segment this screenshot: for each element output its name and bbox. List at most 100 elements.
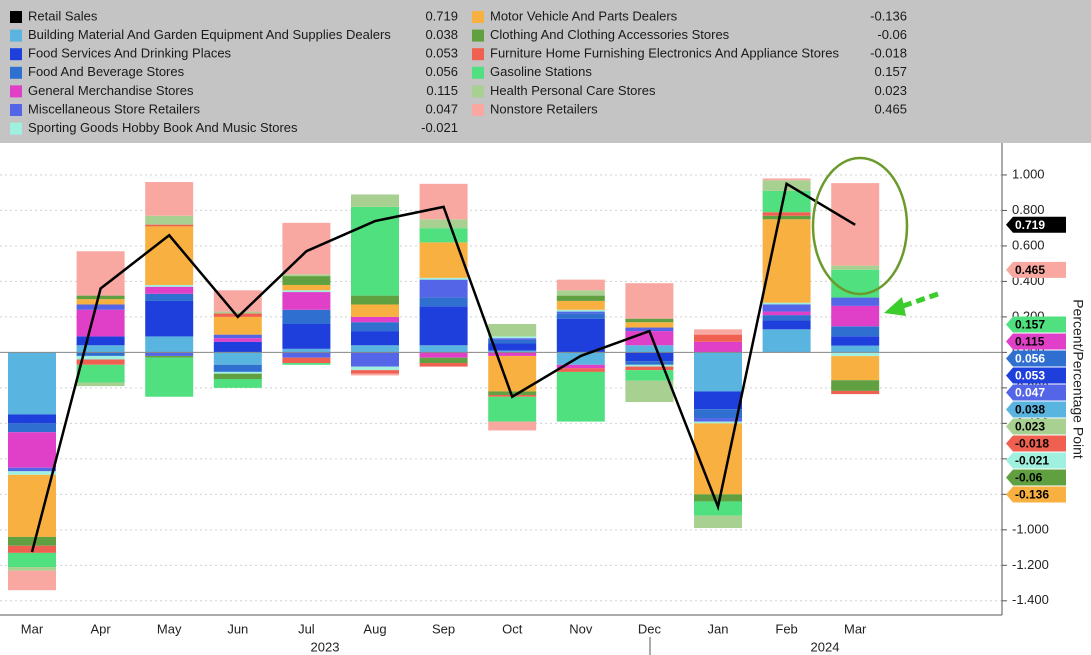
bar-segment — [145, 224, 194, 227]
value-tag-label: 0.719 — [1015, 218, 1045, 232]
bar-segment — [282, 348, 331, 353]
value-tag-label: -0.06 — [1015, 471, 1043, 485]
bar-segment — [556, 311, 605, 314]
bar-segment — [282, 276, 331, 285]
bar-segment — [145, 182, 194, 216]
bar-segment — [625, 322, 674, 328]
bar-segment — [351, 331, 399, 346]
legend-swatch — [10, 104, 22, 116]
bar-segment — [556, 295, 605, 301]
legend-swatch — [10, 66, 22, 79]
bar-segment — [213, 373, 262, 379]
bar-segment — [419, 345, 468, 353]
y-tick-label: -1.000 — [1012, 521, 1049, 536]
bar-segment — [282, 274, 331, 277]
bar-segment — [419, 183, 468, 220]
bar-segment — [76, 355, 125, 360]
bar-segment — [8, 414, 56, 424]
bar-segment — [556, 364, 605, 369]
bar-segment — [556, 309, 605, 312]
bar-segment — [145, 284, 194, 287]
arrow-head — [884, 297, 906, 316]
value-tag-label: -0.021 — [1015, 454, 1049, 468]
legend-swatch — [10, 48, 22, 61]
bar-segment — [76, 352, 125, 356]
bar-segment — [694, 494, 742, 502]
x-tick-label: May — [157, 621, 182, 636]
bar-segment — [488, 343, 537, 351]
bar-segment — [76, 309, 125, 337]
bar-segment — [145, 352, 194, 356]
value-tag-label: 0.047 — [1015, 386, 1045, 400]
bar-segment — [556, 290, 605, 296]
bar-segment — [556, 368, 605, 372]
bar-segment — [831, 390, 880, 395]
legend-label: Motor Vehicle And Parts Dealers — [490, 8, 678, 23]
y-tick-label: 1.000 — [1012, 166, 1045, 181]
legend-label: Miscellaneous Store Retailers — [28, 101, 200, 116]
bar-segment — [625, 327, 674, 332]
bar-segment — [76, 336, 125, 346]
bar-segment — [351, 345, 399, 353]
bar-segment — [694, 341, 742, 353]
bar-segment — [694, 418, 742, 422]
legend-value: 0.719 — [425, 8, 458, 23]
bar-segment — [351, 370, 399, 374]
bar-segment — [556, 371, 605, 422]
bar-segment — [762, 320, 811, 330]
bar-segment — [419, 306, 468, 346]
bar-segment — [213, 334, 262, 339]
value-tag-label: 0.115 — [1015, 335, 1045, 349]
bar-segment — [625, 370, 674, 381]
x-tick-label: Mar — [844, 621, 867, 636]
legend-label: Building Material And Garden Equipment A… — [28, 27, 391, 42]
value-tag — [1006, 418, 1066, 435]
legend-swatch — [472, 29, 484, 42]
x-tick-label: Jan — [708, 621, 729, 636]
legend-swatch — [472, 11, 484, 23]
bar-segment — [762, 329, 811, 353]
bar-segment — [831, 305, 880, 327]
legend-swatch — [472, 104, 484, 116]
bar-segment — [488, 338, 537, 340]
bar-segment — [213, 364, 262, 372]
bar-segment — [694, 515, 742, 529]
legend-swatch — [10, 29, 22, 42]
bar-segment — [213, 316, 262, 335]
bar-segment — [282, 323, 331, 349]
bar-segment — [762, 311, 811, 316]
bar-segment — [351, 295, 399, 305]
value-tag-label: 0.157 — [1015, 318, 1045, 332]
bar-segment — [145, 355, 194, 358]
x-group-label: 2024 — [811, 639, 840, 654]
bar-segment — [625, 318, 674, 323]
legend-label: Food And Beverage Stores — [28, 64, 185, 79]
bar-segment — [145, 293, 194, 301]
legend-value: -0.018 — [870, 46, 907, 61]
bar-segment — [556, 279, 605, 291]
bar-segment — [145, 357, 194, 397]
legend-label: Food Services And Drinking Places — [28, 46, 232, 61]
bar-segment — [213, 341, 262, 353]
value-tag-label: 0.038 — [1015, 403, 1045, 417]
value-tag — [1006, 333, 1066, 350]
bar-segment — [625, 283, 674, 319]
legend-swatch — [472, 85, 484, 98]
legend-value: 0.115 — [426, 83, 458, 98]
bar-segment — [556, 352, 605, 365]
x-tick-label: Sep — [432, 621, 455, 636]
legend-swatch — [472, 66, 484, 79]
legend-swatch — [10, 122, 22, 135]
x-tick-label: Dec — [638, 621, 662, 636]
y-tick-label: -1.200 — [1012, 557, 1049, 572]
bar-segment — [8, 352, 56, 415]
bar-segment — [694, 352, 742, 392]
bar-segment — [694, 409, 742, 419]
legend-value: 0.465 — [874, 101, 907, 116]
bar-segment — [213, 311, 262, 314]
bar-segment — [762, 302, 811, 305]
legend-label: Retail Sales — [28, 8, 98, 23]
bar-segment — [831, 352, 880, 357]
bar-segment — [76, 299, 125, 305]
legend-swatch — [10, 85, 22, 98]
